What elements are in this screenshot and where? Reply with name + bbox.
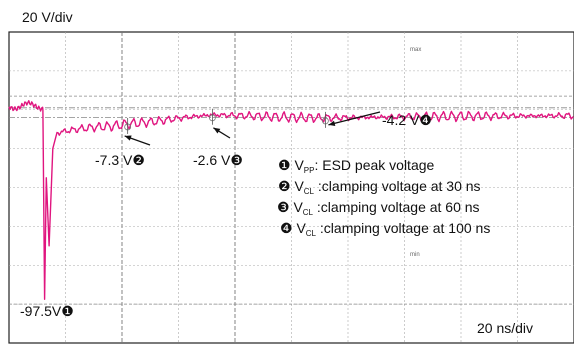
arrow-100ns — [328, 111, 381, 126]
cursor-max-label: max — [410, 47, 421, 53]
cursor-min-label: min — [410, 252, 420, 258]
annotation-100ns: -4.2 V❹ — [382, 112, 432, 128]
grid — [8, 31, 574, 344]
plot-frame — [8, 31, 574, 344]
waveform-line — [8, 100, 574, 300]
legend-item: ❷ VCL :clamping voltage at 30 ns — [278, 178, 481, 196]
arrow-30ns-head — [124, 135, 132, 141]
legend: ❶ VPP: ESD peak voltage ❷ VCL :clamping v… — [277, 157, 490, 238]
x-scale-label: 20 ns/div — [477, 320, 533, 336]
trace-layer — [8, 100, 574, 300]
legend-item: ❸ VCL :clamping voltage at 60 ns — [277, 199, 480, 217]
annotation-30ns: -7.3 V❷ — [95, 152, 145, 168]
y-scale-label: 20 V/div — [22, 9, 73, 25]
legend-item: ❶ VPP: ESD peak voltage — [278, 157, 435, 175]
arrow-100ns-head — [328, 120, 336, 126]
annotation-arrows — [124, 111, 381, 146]
legend-item: ❹ VCL :clamping voltage at 100 ns — [280, 220, 490, 238]
annotation-peak: -97.5V❶ — [20, 303, 74, 319]
annotation-60ns: -2.6 V❸ — [193, 152, 243, 168]
arrow-60ns-head — [213, 127, 221, 134]
